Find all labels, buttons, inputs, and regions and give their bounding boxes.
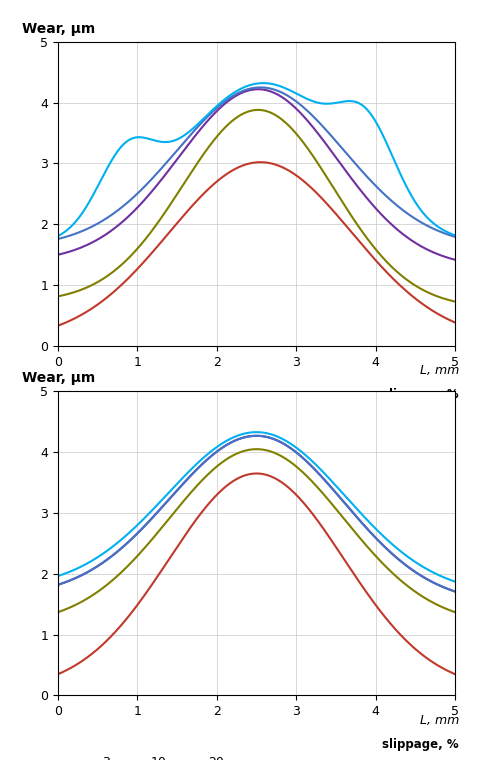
Text: L, mm: L, mm [420,714,459,727]
Text: Wear, μm: Wear, μm [22,372,96,385]
Text: Wear, μm: Wear, μm [22,22,96,36]
Text: slippage, %: slippage, % [382,738,459,751]
Text: slippage, %: slippage, % [382,388,459,401]
Text: L, mm: L, mm [420,364,459,377]
Text: a): a) [250,455,263,469]
Legend: 3, 10, 20, 30, 40: 3, 10, 20, 30, 40 [64,402,343,425]
